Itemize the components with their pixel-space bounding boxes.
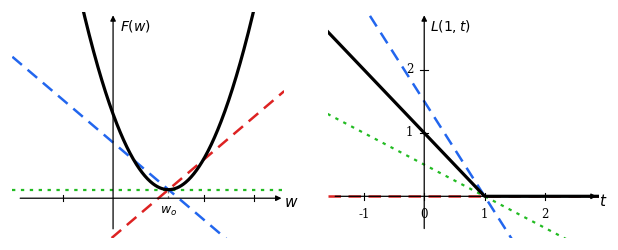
- Text: 1: 1: [406, 126, 413, 140]
- Text: $w_o$: $w_o$: [160, 205, 177, 218]
- Text: 2: 2: [406, 63, 413, 76]
- Text: 1: 1: [481, 208, 488, 221]
- Text: 2: 2: [541, 208, 549, 221]
- Text: $t$: $t$: [599, 193, 608, 209]
- Text: $F(w)$: $F(w)$: [120, 18, 151, 34]
- Text: 0: 0: [420, 208, 428, 221]
- Text: $L(1,t)$: $L(1,t)$: [430, 18, 471, 35]
- Text: -1: -1: [358, 208, 370, 221]
- Text: $w$: $w$: [284, 196, 298, 210]
